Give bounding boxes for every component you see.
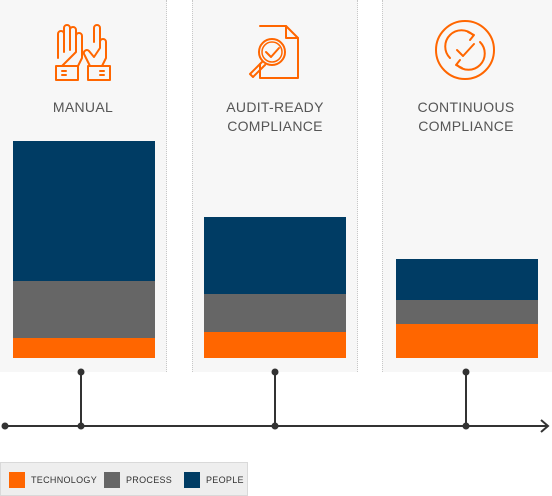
bar-people-manual [13,141,155,281]
document-magnifier-check-icon [249,25,299,79]
legend-label-process: PROCESS [126,475,173,485]
legend-label-people: PEOPLE [206,475,244,485]
bar-people-continuous-compliance [396,259,538,300]
chart-legend: TECHNOLOGY PROCESS PEOPLE [0,462,248,496]
bar-people-audit-ready-compliance [204,217,346,294]
timeline-dot-manual-top [77,368,85,376]
timeline-start-dot [1,422,9,430]
timeline-dot-continuous-compliance-bottom [462,422,470,430]
bar-process-manual [13,281,155,338]
legend-swatch-people [184,472,200,488]
legend-item-people: PEOPLE [184,472,244,488]
timeline-arrowhead [540,419,550,433]
column-title-manual: MANUAL [52,99,114,115]
timeline-dot-audit-ready-compliance-top [271,368,279,376]
timeline-dot-manual-bottom [77,422,85,430]
bar-technology-manual [13,338,155,358]
column-title-continuous: CONTINUOUS COMPLIANCE [417,99,515,134]
legend-label-technology: TECHNOLOGY [31,475,98,485]
legend-item-technology: TECHNOLOGY [9,472,97,488]
bar-technology-audit-ready-compliance [204,332,346,358]
legend-item-process: PROCESS [104,472,172,488]
bar-process-continuous-compliance [396,300,538,324]
bar-process-audit-ready-compliance [204,294,346,332]
legend-swatch-process [104,472,120,488]
bar-technology-continuous-compliance [396,324,538,358]
legend-swatch-technology [9,472,25,488]
timeline-dot-continuous-compliance-top [462,368,470,376]
column-title-audit-ready: AUDIT-READY COMPLIANCE [226,99,324,134]
timeline-dot-audit-ready-compliance-bottom [271,422,279,430]
raised-hands-icon [55,24,111,81]
circular-arrows-check-icon [435,20,495,80]
